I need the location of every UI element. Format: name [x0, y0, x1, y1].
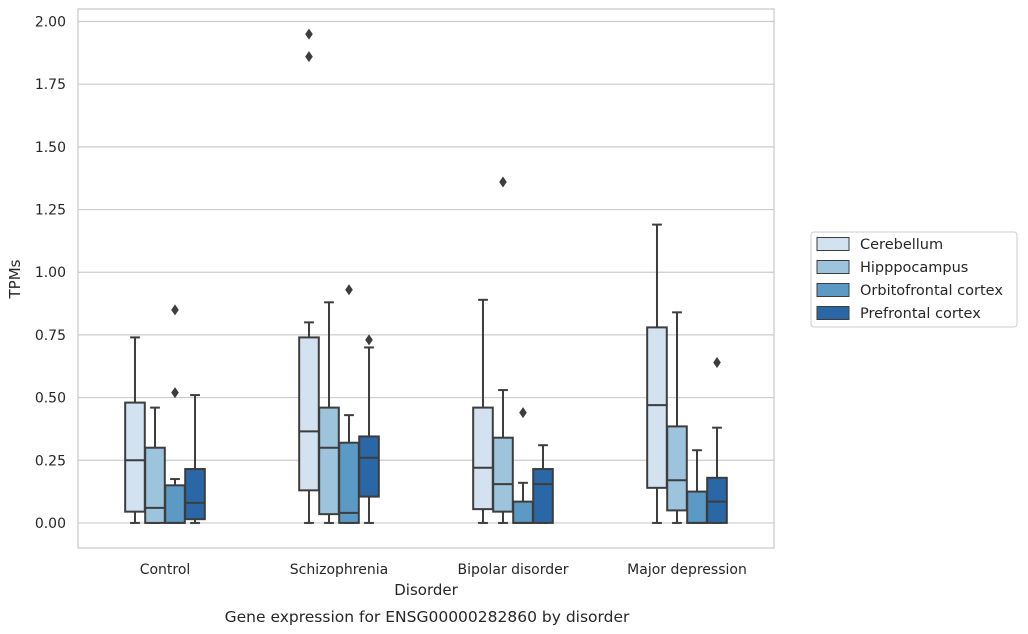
box-iqr	[184, 468, 206, 521]
outlier-point	[305, 28, 313, 40]
y-tick-label: 0.25	[35, 453, 66, 469]
box-iqr	[124, 401, 146, 513]
legend-label: Orbitofrontal cortex	[860, 283, 1003, 299]
box-group	[492, 176, 514, 524]
box-iqr	[492, 436, 514, 513]
x-tick-label: Control	[140, 562, 191, 578]
outlier-point	[365, 334, 373, 346]
y-tick-label: 1.50	[35, 140, 66, 156]
box-group	[338, 284, 360, 524]
box-group	[512, 407, 534, 524]
box-groups	[124, 28, 728, 524]
box-group	[298, 28, 320, 524]
box-iqr	[512, 500, 534, 524]
outlier-point	[713, 356, 721, 368]
legend-label: Cerebellum	[860, 237, 943, 253]
box-iqr	[686, 490, 708, 524]
legend-label: Hipppocampus	[860, 260, 968, 276]
legend-swatch	[816, 260, 850, 274]
legend-frame	[810, 231, 1018, 328]
outlier-point	[171, 387, 179, 399]
box-iqr	[358, 435, 380, 498]
y-tick-label: 0.50	[35, 391, 66, 407]
outlier-point	[519, 407, 527, 419]
x-tick-label: Major depression	[627, 562, 747, 578]
box-iqr	[666, 425, 688, 512]
box-iqr	[646, 326, 668, 489]
legend-swatch	[816, 306, 850, 320]
box-group	[646, 223, 668, 524]
outlier-point	[305, 51, 313, 63]
outlier-point	[345, 284, 353, 296]
x-tick-label: Schizophrenia	[290, 562, 388, 578]
outlier-point	[171, 304, 179, 316]
plot-area-frame	[77, 8, 775, 549]
legend-swatch	[816, 283, 850, 297]
y-axis-title: TPMs	[6, 259, 24, 299]
box-group	[358, 334, 380, 524]
legend-swatch	[816, 237, 850, 251]
box-iqr	[338, 441, 360, 524]
chart-caption: Gene expression for ENSG00000282860 by d…	[225, 608, 630, 626]
box-group	[666, 311, 688, 524]
box-group	[184, 394, 206, 524]
box-iqr	[144, 446, 166, 524]
box-iqr	[472, 406, 494, 511]
y-tick-label: 0.75	[35, 328, 66, 344]
box-group	[532, 444, 554, 524]
y-tick-label: 0.00	[35, 516, 66, 532]
y-tick-label: 1.25	[35, 203, 66, 219]
y-tick-label: 1.75	[35, 77, 66, 93]
box-group	[706, 356, 728, 524]
y-tick-label: 2.00	[35, 15, 66, 31]
box-iqr	[318, 406, 340, 516]
box-group	[472, 298, 494, 524]
box-iqr	[706, 476, 728, 524]
box-iqr	[164, 484, 186, 524]
outlier-point	[499, 176, 507, 188]
y-tick-label: 1.00	[35, 265, 66, 281]
legend-label: Prefrontal cortex	[860, 306, 981, 322]
box-group	[318, 301, 340, 524]
x-tick-labels: Control Schizophrenia Bipolar disorder Majo…	[140, 562, 747, 578]
legend: Cerebellum Hipppocampus Orbitofrontal cort…	[810, 231, 1018, 328]
y-tick-labels: 0.00 0.25 0.50 0.75 1.00 1.25 1.50 1.75 2.00	[35, 15, 66, 532]
box-iqr	[532, 468, 554, 524]
x-tick-label: Bipolar disorder	[457, 562, 568, 578]
x-axis-title: Disorder	[394, 581, 458, 599]
box-iqr	[298, 336, 320, 492]
